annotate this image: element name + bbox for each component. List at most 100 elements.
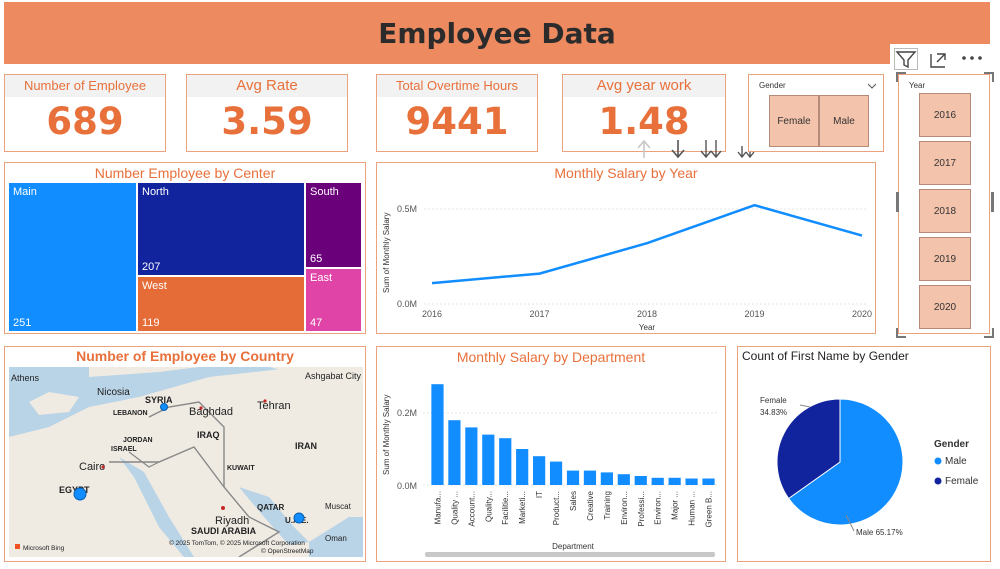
drill-down-icon[interactable] — [671, 140, 685, 159]
bar-chart-svg[interactable]: 0.2M 0.0M Sum of Monthly Salary Manufa..… — [377, 347, 727, 563]
bar[interactable] — [583, 470, 597, 485]
bar[interactable] — [482, 434, 495, 485]
map-label: LEBANON — [113, 410, 148, 417]
treemap-cell-value: 251 — [13, 317, 32, 329]
bar[interactable] — [516, 449, 529, 485]
treemap-cell-east[interactable]: East 47 — [306, 269, 361, 331]
focus-mode-icon[interactable] — [928, 50, 950, 70]
visual-title: Monthly Salary by Year — [554, 165, 698, 181]
x-tick-label: Quality ... — [450, 491, 459, 525]
map-canvas[interactable]: Athens Ashgabat City Nicosia SYRIA LEBAN… — [9, 367, 363, 557]
map-bubble-egypt[interactable] — [73, 487, 87, 501]
pie-label-female: Female — [760, 396, 787, 405]
map-label: EGYPT — [59, 485, 90, 495]
treemap-cell-west[interactable]: West 119 — [138, 277, 304, 331]
pie-chart-svg[interactable]: Female 34.83% Male 65.17% Gender Male Fe… — [738, 347, 992, 563]
map-city-dot — [263, 399, 267, 403]
bar[interactable] — [431, 384, 444, 485]
year-slicer: Year 2016 2017 2018 2019 2020 — [896, 72, 994, 338]
bar[interactable] — [499, 438, 512, 485]
next-level-icon[interactable] — [700, 140, 722, 159]
map-label: IRAN — [295, 441, 317, 451]
slicer-option-2018[interactable]: 2018 — [919, 189, 971, 233]
bar[interactable] — [668, 477, 681, 485]
map-label: SYRIA — [145, 395, 173, 405]
kpi-value: 9441 — [405, 100, 509, 143]
slicer-option-2020[interactable]: 2020 — [919, 285, 971, 329]
kpi-value: 3.59 — [221, 100, 313, 143]
bar[interactable] — [600, 472, 613, 485]
line-chart-visual: Monthly Salary by Year 0.5M 0.0M Sum of … — [376, 162, 876, 334]
kpi-card-overtime[interactable]: Total Overtime Hours 9441 — [376, 74, 538, 152]
bar[interactable] — [685, 478, 698, 485]
y-tick-label: 0.0M — [397, 481, 417, 491]
kpi-card-avg-rate[interactable]: Avg Rate 3.59 — [186, 74, 348, 152]
map-label: Athens — [11, 373, 40, 383]
pie-slice-male[interactable] — [787, 398, 904, 526]
more-options-icon[interactable] — [960, 52, 984, 64]
map-label: Baghdad — [189, 406, 233, 418]
bar[interactable] — [533, 456, 546, 485]
map-city-dot — [199, 406, 203, 410]
bar[interactable] — [634, 476, 647, 485]
treemap-cell-south[interactable]: South 65 — [306, 183, 361, 267]
map-label: ISRAEL — [111, 446, 137, 453]
map-label: Tehran — [257, 400, 291, 412]
bar[interactable] — [702, 478, 715, 485]
map-label: QATAR — [257, 503, 284, 512]
treemap-cell-value: 207 — [142, 261, 161, 273]
x-tick-label: Quality... — [484, 491, 493, 522]
slicer-option-2017[interactable]: 2017 — [919, 141, 971, 185]
horizontal-scrollbar-thumb[interactable] — [425, 552, 715, 557]
treemap-cell-north[interactable]: North 207 — [138, 183, 304, 275]
bar[interactable] — [651, 477, 664, 485]
pie-slice-female[interactable] — [776, 398, 841, 500]
map-bubble-uae[interactable] — [293, 512, 305, 524]
line-series-monthly-salary[interactable] — [431, 203, 863, 285]
map-label: JORDAN — [123, 437, 153, 444]
kpi-label: Total Overtime Hours — [377, 75, 537, 97]
x-tick-label: Environ... — [620, 491, 629, 525]
drill-up-icon[interactable] — [637, 139, 651, 158]
slicer-title: Gender — [759, 81, 786, 90]
slicer-title: Year — [909, 81, 926, 90]
bar[interactable] — [448, 420, 461, 485]
filter-icon[interactable] — [894, 48, 918, 70]
map-bubble-syria[interactable] — [160, 403, 168, 411]
map-label: SAUDI ARABIA — [191, 526, 257, 536]
kpi-card-avg-year[interactable]: Avg year work 1.48 — [562, 74, 726, 152]
x-axis-title: Year — [639, 323, 656, 332]
slicer-option-female[interactable]: Female — [769, 95, 819, 147]
treemap-cell-main[interactable]: Main 251 — [9, 183, 136, 331]
slicer-option-2019[interactable]: 2019 — [919, 237, 971, 281]
treemap-cell-label: North — [142, 186, 169, 198]
treemap-cell-value: 47 — [310, 317, 323, 329]
osm-link[interactable]: © OpenStreetMap — [261, 547, 314, 555]
y-tick-label: 0.0M — [397, 299, 417, 309]
line-chart-svg[interactable]: 0.5M 0.0M Sum of Monthly Salary 2016 2017… — [377, 163, 877, 335]
treemap-cell-label: East — [310, 272, 333, 284]
x-tick-label: Sales — [569, 491, 578, 511]
slicer-option-male[interactable]: Male — [819, 95, 869, 147]
treemap-cell-label: West — [142, 280, 167, 292]
pie-leader-line — [799, 404, 811, 408]
bar[interactable] — [549, 461, 563, 485]
map-attribution: © 2025 TomTom, © 2025 Microsoft Corporat… — [169, 539, 305, 547]
slicer-option-2016[interactable]: 2016 — [919, 93, 971, 137]
kpi-value: 689 — [46, 100, 124, 143]
legend-item-female[interactable]: Female — [945, 476, 979, 487]
bar[interactable] — [566, 470, 580, 485]
pie-leader-line — [845, 514, 855, 532]
map-label: KUWAIT — [227, 465, 255, 472]
bar[interactable] — [617, 474, 630, 485]
map-label: IRAQ — [197, 430, 220, 440]
selection-handles[interactable] — [896, 72, 994, 338]
x-tick-label: IT — [535, 491, 544, 498]
kpi-card-employees[interactable]: Number of Employee 689 — [4, 74, 166, 152]
bing-label: Microsoft Bing — [23, 545, 65, 552]
bar[interactable] — [465, 427, 478, 485]
chevron-down-icon[interactable] — [867, 82, 877, 90]
x-tick-label: Green B... — [705, 491, 714, 527]
y-tick-label: 0.5M — [397, 204, 417, 214]
legend-item-male[interactable]: Male — [945, 456, 967, 467]
